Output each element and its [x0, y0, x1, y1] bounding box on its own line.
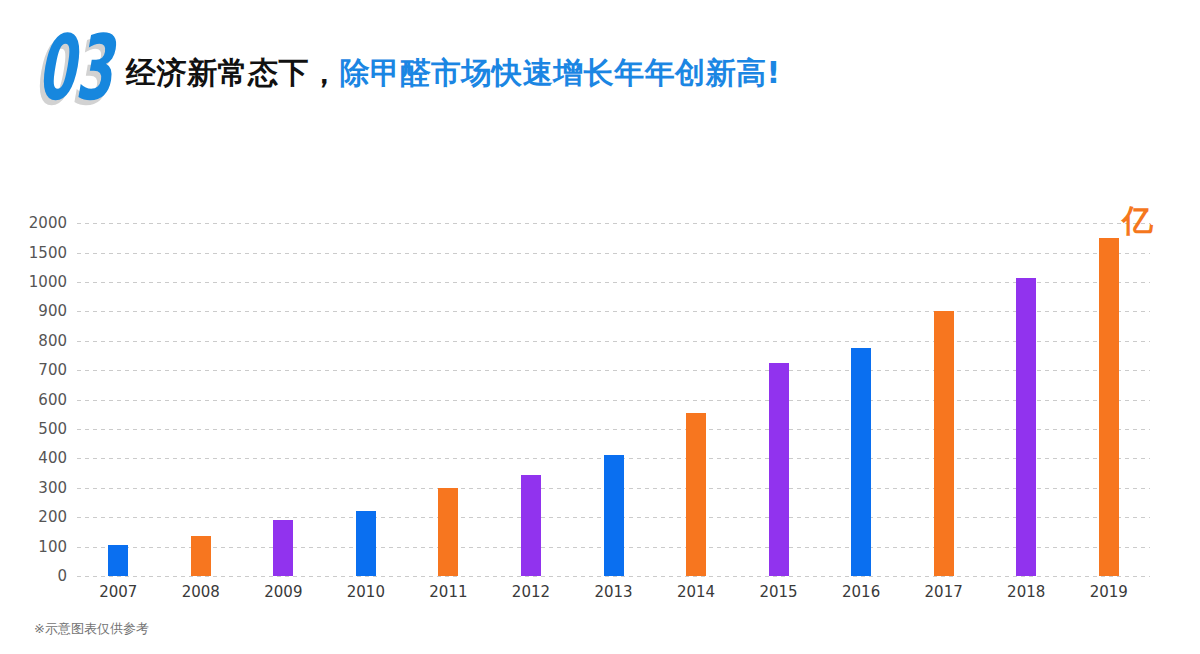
x-axis-tick-label: 2011	[413, 583, 483, 601]
bar-2008	[191, 536, 211, 576]
gridline	[77, 429, 1150, 430]
gridline	[77, 400, 1150, 401]
gridline	[77, 282, 1150, 283]
gridline	[77, 341, 1150, 342]
bar-2018	[1016, 278, 1036, 576]
x-axis-tick-label: 2019	[1074, 583, 1144, 601]
y-axis-tick-label: 500	[7, 420, 67, 438]
bar-2011	[438, 488, 458, 576]
x-axis-tick-label: 2012	[496, 583, 566, 601]
gridline	[77, 311, 1150, 312]
x-axis-tick-label: 2015	[744, 583, 814, 601]
y-axis-tick-label: 800	[7, 332, 67, 350]
x-axis-tick-label: 2007	[83, 583, 153, 601]
y-axis-tick-label: 700	[7, 361, 67, 379]
bar-2019	[1099, 238, 1119, 576]
bar-2007	[108, 545, 128, 576]
x-axis-tick-label: 2018	[991, 583, 1061, 601]
y-axis-tick-label: 0	[7, 567, 67, 585]
x-axis-tick-label: 2010	[331, 583, 401, 601]
gridline	[77, 370, 1150, 371]
bar-2016	[851, 348, 871, 576]
bar-2009	[273, 520, 293, 576]
unit-label: 亿	[1122, 200, 1153, 242]
x-axis-tick-label: 2009	[248, 583, 318, 601]
footnote: ※示意图表仅供参考	[34, 620, 149, 638]
gridline	[77, 223, 1150, 224]
slide: 03 03 经济新常态下，除甲醛市场快速增长年年创新高! 01002003004…	[0, 0, 1200, 654]
y-axis-tick-label: 100	[7, 538, 67, 556]
y-axis-tick-label: 300	[7, 479, 67, 497]
x-axis-tick-label: 2016	[826, 583, 896, 601]
y-axis-tick-label: 400	[7, 449, 67, 467]
y-axis-tick-label: 1000	[7, 273, 67, 291]
y-axis-tick-label: 200	[7, 508, 67, 526]
bar-2015	[769, 363, 789, 576]
x-axis-tick-label: 2017	[909, 583, 979, 601]
x-axis-tick-label: 2014	[661, 583, 731, 601]
bar-2012	[521, 475, 541, 576]
bar-2013	[604, 455, 624, 576]
y-axis-tick-label: 1500	[7, 244, 67, 262]
y-axis-tick-label: 600	[7, 391, 67, 409]
y-axis-tick-label: 2000	[7, 214, 67, 232]
gridline	[77, 576, 1150, 577]
x-axis-tick-label: 2008	[166, 583, 236, 601]
gridline	[77, 253, 1150, 254]
bar-2010	[356, 511, 376, 576]
x-axis-tick-label: 2013	[579, 583, 649, 601]
bar-chart: 0 100 200 300 400 500 600 700 800 900 1000 1500 2000…	[0, 0, 1200, 654]
bar-2017	[934, 311, 954, 576]
y-axis-tick-label: 900	[7, 302, 67, 320]
bar-2014	[686, 413, 706, 576]
